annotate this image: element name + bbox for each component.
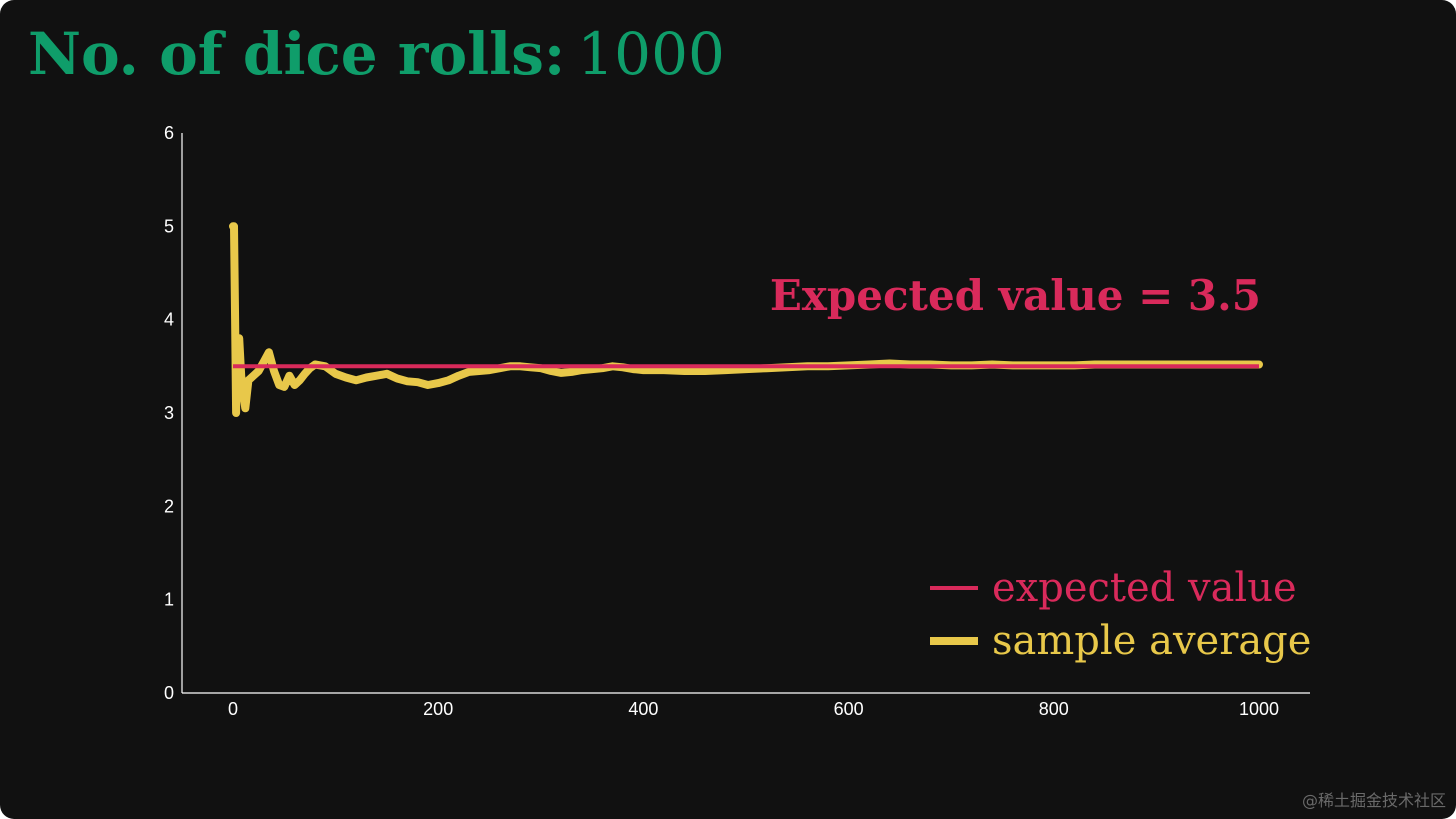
chart-axes: 0 1 2 3 4 5 6 0 200 400 600 800 1000 — [164, 123, 1310, 719]
y-tick-label: 6 — [164, 123, 174, 143]
x-tick-label: 200 — [423, 699, 453, 719]
series-layer — [229, 222, 1263, 417]
y-tick-label: 1 — [164, 590, 174, 610]
watermark: @稀土掘金技术社区 — [1301, 791, 1446, 810]
title-roll-count: 1000 — [577, 20, 725, 88]
y-tick-label: 3 — [164, 403, 174, 423]
x-tick-label: 1000 — [1239, 699, 1279, 719]
chart-legend: expected value sample average — [930, 565, 1311, 664]
y-tick-label: 0 — [164, 683, 174, 703]
y-tick-label: 2 — [164, 496, 174, 516]
x-tick-label: 400 — [628, 699, 658, 719]
y-tick-label: 4 — [164, 310, 174, 330]
x-tick-label: 0 — [228, 699, 238, 719]
expected-value-annotation: Expected value = 3.5 — [770, 271, 1261, 320]
legend-label: expected value — [992, 565, 1297, 611]
x-tick-label: 600 — [834, 699, 864, 719]
x-tick-label: 800 — [1039, 699, 1069, 719]
y-tick-label: 5 — [164, 216, 174, 236]
title-label: No. of dice rolls: — [28, 20, 566, 88]
legend-label: sample average — [992, 618, 1311, 664]
page-title: No. of dice rolls: 1000 — [28, 18, 725, 90]
